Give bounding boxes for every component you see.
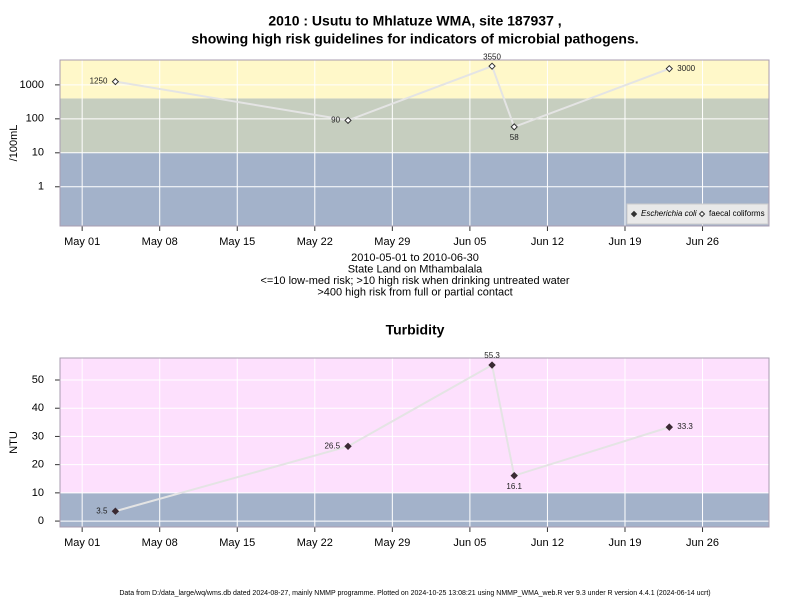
x-tick-label: May 01 bbox=[64, 236, 100, 248]
data-label: 55.3 bbox=[484, 351, 500, 360]
subtitle: <=10 low-med risk; >10 high risk when dr… bbox=[260, 275, 569, 287]
y-tick-label: 10 bbox=[32, 147, 44, 159]
risk-band bbox=[60, 358, 769, 493]
x-tick-label: Jun 05 bbox=[453, 537, 486, 549]
data-point bbox=[510, 471, 518, 480]
x-tick-label: Jun 19 bbox=[608, 537, 641, 549]
legend-box bbox=[626, 203, 769, 225]
risk-band bbox=[60, 98, 769, 153]
x-tick-label: May 08 bbox=[142, 236, 178, 248]
plot-frame bbox=[59, 357, 770, 528]
data-label: 3550 bbox=[483, 52, 501, 61]
x-tick-label: Jun 05 bbox=[453, 236, 486, 248]
chart-title: Turbidity bbox=[386, 322, 445, 338]
data-label: 26.5 bbox=[324, 441, 340, 450]
data-point bbox=[111, 507, 120, 515]
chart-title: showing high risk guidelines for indicat… bbox=[191, 31, 638, 47]
data-label: 58 bbox=[510, 133, 519, 142]
y-tick-label: 0 bbox=[38, 515, 44, 527]
x-tick-label: May 22 bbox=[297, 537, 333, 549]
subtitle: State Land on Mthambalala bbox=[348, 263, 483, 275]
legend-marker bbox=[698, 210, 706, 218]
x-tick-label: May 01 bbox=[64, 537, 100, 549]
legend-marker bbox=[630, 210, 638, 218]
y-tick-label: 40 bbox=[32, 402, 44, 414]
y-tick-label: 1 bbox=[38, 181, 44, 193]
x-tick-label: May 08 bbox=[142, 537, 178, 549]
x-tick-label: May 29 bbox=[374, 236, 410, 248]
y-tick-label: 50 bbox=[32, 374, 44, 386]
legend-label: Escherichia coli bbox=[641, 209, 697, 218]
x-tick-label: Jun 12 bbox=[531, 236, 564, 248]
data-point bbox=[488, 361, 496, 369]
footer: Data from D:/data_large/wq/wms.db dated … bbox=[119, 590, 710, 597]
legend-label: faecal coliforms bbox=[709, 209, 765, 218]
subtitle: >400 high risk from full or partial cont… bbox=[317, 286, 512, 298]
y-tick-label: 1000 bbox=[20, 79, 44, 91]
x-tick-label: May 29 bbox=[374, 537, 410, 549]
data-point bbox=[344, 116, 352, 125]
subtitle: 2010-05-01 to 2010-06-30 bbox=[351, 252, 479, 264]
y-tick-label: 10 bbox=[32, 487, 44, 499]
data-point bbox=[111, 77, 120, 86]
x-tick-label: Jun 12 bbox=[531, 537, 564, 549]
data-label: 3.5 bbox=[96, 506, 108, 515]
data-point bbox=[665, 64, 674, 73]
x-tick-label: Jun 26 bbox=[686, 236, 719, 248]
data-point bbox=[665, 423, 674, 431]
data-label: 1250 bbox=[90, 77, 108, 86]
x-tick-label: May 15 bbox=[219, 236, 255, 248]
risk-band bbox=[60, 60, 769, 99]
x-tick-label: Jun 26 bbox=[686, 537, 719, 549]
data-label: 16.1 bbox=[506, 482, 522, 491]
data-point bbox=[344, 442, 352, 451]
y-axis-label: /100mL bbox=[8, 125, 20, 162]
x-tick-label: May 22 bbox=[297, 236, 333, 248]
data-point bbox=[510, 123, 518, 131]
data-point bbox=[488, 62, 496, 70]
x-tick-label: May 15 bbox=[219, 537, 255, 549]
data-label: 90 bbox=[331, 116, 340, 125]
y-axis-label: NTU bbox=[8, 431, 20, 454]
y-tick-label: 100 bbox=[26, 113, 44, 125]
plot-frame bbox=[59, 59, 770, 227]
data-label: 33.3 bbox=[677, 422, 693, 431]
y-tick-label: 30 bbox=[32, 430, 44, 442]
x-tick-label: Jun 19 bbox=[608, 236, 641, 248]
chart-title: 2010 : Usutu to Mhlatuze WMA, site 18793… bbox=[268, 13, 561, 29]
data-label: 3000 bbox=[677, 64, 695, 73]
y-tick-label: 20 bbox=[32, 459, 44, 471]
